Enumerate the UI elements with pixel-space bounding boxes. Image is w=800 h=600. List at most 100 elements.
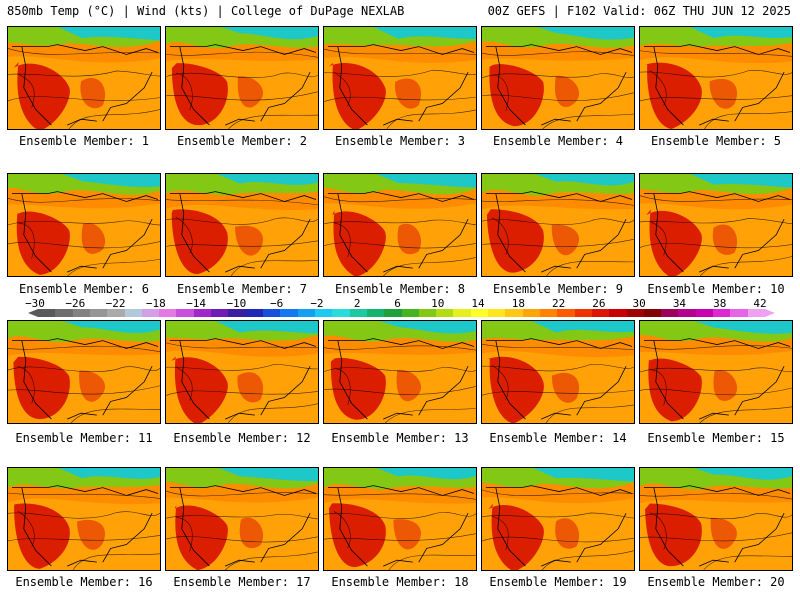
color-scale-label: 18: [511, 297, 525, 310]
color-scale-swatch: [55, 309, 74, 317]
color-scale-label: 30: [632, 297, 646, 310]
color-scale-swatch: [124, 309, 143, 317]
panel-label: Ensemble Member: 17: [173, 575, 311, 589]
color-scale-swatch: [38, 309, 56, 317]
panel-label: Ensemble Member: 14: [489, 431, 627, 445]
panel-label: Ensemble Member: 15: [647, 431, 785, 445]
temperature-map: [640, 468, 792, 570]
color-scale-swatch: [401, 309, 420, 317]
temperature-map: [482, 468, 634, 570]
temperature-map: [482, 27, 634, 129]
ensemble-map-panel: [165, 173, 319, 277]
color-scale-swatch: [314, 309, 333, 317]
panel-label: Ensemble Member: 2: [176, 134, 308, 148]
color-scale-swatch: [418, 309, 437, 317]
color-scale-label: −18: [145, 297, 166, 310]
color-scale-swatch: [228, 309, 247, 317]
color-scale-swatch: [678, 309, 697, 317]
color-scale-swatch: [436, 309, 454, 317]
color-scale-swatch: [332, 309, 351, 317]
color-scale-swatch: [609, 309, 627, 317]
color-scale-swatch: [107, 309, 126, 317]
temperature-map: [324, 27, 476, 129]
temperature-map: [166, 174, 318, 276]
ensemble-map-panel: [481, 173, 635, 277]
color-scale-swatch: [193, 309, 212, 317]
temperature-map: [324, 174, 476, 276]
color-scale-label: −14: [186, 297, 207, 310]
color-scale-swatch: [72, 309, 91, 317]
color-scale-swatch: [505, 309, 524, 317]
color-scale-swatch: [349, 309, 368, 317]
color-scale-swatch: [713, 309, 731, 317]
temperature-map: [640, 174, 792, 276]
color-scale-swatch: [661, 309, 679, 317]
color-scale-label: 42: [753, 297, 767, 310]
color-scale-label: −6: [270, 297, 284, 310]
color-scale-label: 10: [431, 297, 445, 310]
color-scale-swatch: [176, 309, 195, 317]
color-scale-swatch: [89, 309, 108, 317]
panel-label: Ensemble Member: 13: [331, 431, 469, 445]
temperature-map: [166, 321, 318, 423]
temperature-map: [8, 174, 160, 276]
color-scale-swatch: [453, 309, 472, 317]
color-scale-swatch: [297, 309, 316, 317]
color-scale-label: 14: [471, 297, 485, 310]
color-scale-swatch: [539, 309, 558, 317]
panel-label: Ensemble Member: 20: [647, 575, 785, 589]
color-scale-label: 26: [592, 297, 606, 310]
color-scale-swatch: [522, 309, 541, 317]
color-scale-label: −26: [65, 297, 86, 310]
color-scale-label: 6: [394, 297, 401, 310]
color-scale-swatch: [643, 309, 662, 317]
color-scale-swatch: [245, 309, 264, 317]
temperature-map: [324, 468, 476, 570]
ensemble-map-panel: [7, 173, 161, 277]
temperature-map: [324, 321, 476, 423]
color-scale-min-arrow: [28, 309, 38, 317]
temperature-map: [8, 468, 160, 570]
ensemble-map-panel: [639, 26, 793, 130]
color-scale-label: 38: [713, 297, 727, 310]
temperature-map: [8, 27, 160, 129]
panel-label: Ensemble Member: 1: [18, 134, 150, 148]
panel-label: Ensemble Member: 8: [334, 282, 466, 296]
ensemble-map-panel: [323, 173, 477, 277]
panel-label: Ensemble Member: 7: [176, 282, 308, 296]
color-scale-swatch: [470, 309, 489, 317]
panel-label: Ensemble Member: 12: [173, 431, 311, 445]
ensemble-map-panel: [165, 26, 319, 130]
color-scale-label: 34: [672, 297, 687, 310]
color-scale-swatch: [141, 309, 160, 317]
color-scale-max-arrow: [765, 309, 775, 317]
color-scale-swatch: [488, 309, 506, 317]
color-scale-swatch: [747, 309, 766, 317]
ensemble-map-panel: [7, 26, 161, 130]
ensemble-map-panel: [323, 320, 477, 424]
ensemble-map-panel: [639, 467, 793, 571]
panel-label: Ensemble Member: 16: [15, 575, 153, 589]
ensemble-map-panel: [639, 320, 793, 424]
ensemble-map-panel: [481, 467, 635, 571]
temperature-map: [482, 321, 634, 423]
color-scale-swatch: [384, 309, 402, 317]
color-scale-swatch: [263, 309, 281, 317]
map-title: 850mb Temp (°C) | Wind (kts) | College o…: [7, 4, 405, 18]
color-scale-label: 2: [353, 297, 361, 310]
color-scale-label: −22: [105, 297, 126, 310]
color-scale-swatch: [591, 309, 610, 317]
ensemble-map-panel: [323, 26, 477, 130]
panel-label: Ensemble Member: 5: [650, 134, 782, 148]
panel-label: Ensemble Member: 19: [489, 575, 627, 589]
color-scale-swatch: [211, 309, 229, 317]
panel-label: Ensemble Member: 3: [334, 134, 466, 148]
panel-label: Ensemble Member: 6: [18, 282, 150, 296]
panel-label: Ensemble Member: 18: [331, 575, 469, 589]
ensemble-map-panel: [481, 26, 635, 130]
valid-time: 00Z GEFS | F102 Valid: 06Z THU JUN 12 20…: [487, 4, 791, 18]
color-scale-swatch: [730, 309, 749, 317]
ensemble-map-panel: [7, 467, 161, 571]
color-scale-swatch: [366, 309, 385, 317]
color-scale-label: −2: [310, 297, 324, 310]
